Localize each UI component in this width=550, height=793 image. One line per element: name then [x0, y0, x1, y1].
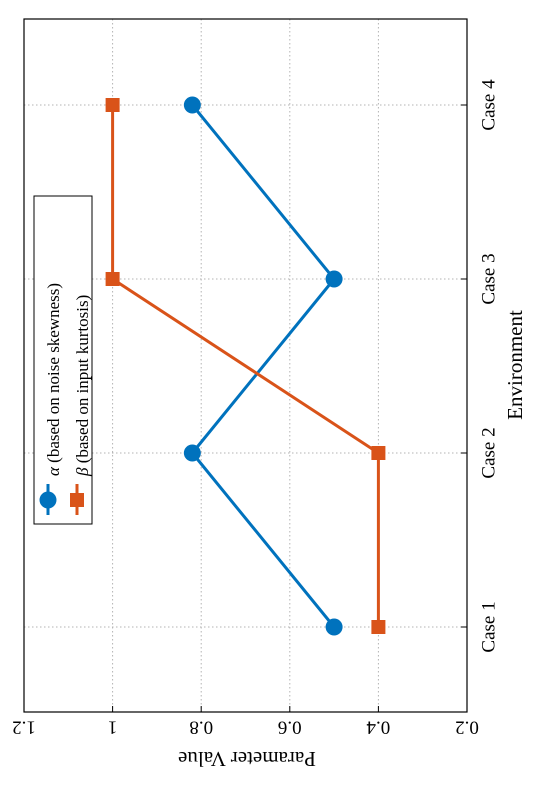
data-point-circle — [325, 618, 343, 636]
data-point-circle — [183, 444, 201, 462]
legend-box — [33, 195, 93, 525]
category-tick-label: Case 4 — [478, 79, 499, 131]
value-tick-label: 0.4 — [366, 717, 390, 738]
ticks: 0.2 0.4 0.6 0.8 1 1.2 Case 1 Case 2 Case 3 Case 4 — [12, 79, 499, 738]
data-point-square — [371, 620, 386, 634]
legend-marker-alpha — [39, 491, 57, 509]
x-axis-title: Environment — [503, 310, 527, 420]
legend-label-alpha: α (based on noise skewness) — [44, 283, 63, 476]
series-line-0 — [190, 104, 336, 628]
value-tick-label: 0.8 — [189, 717, 213, 738]
category-tick-label: Case 2 — [478, 427, 499, 478]
legend-label-beta: β (based on input kurtosis) — [73, 295, 92, 477]
value-tick-label: 1 — [108, 717, 118, 738]
category-tick-label: Case 3 — [478, 253, 499, 304]
data-point-square — [105, 98, 120, 112]
legend-marker-beta — [70, 493, 84, 507]
value-tick-label: 0.6 — [278, 717, 302, 738]
y-axis-title: Parameter Value — [178, 747, 316, 771]
plot-frame — [23, 18, 468, 713]
data-point-circle — [325, 270, 343, 288]
category-tick-label: Case 1 — [478, 601, 499, 652]
data-point-circle — [183, 96, 201, 114]
data-point-square — [105, 272, 120, 286]
series — [105, 96, 386, 636]
legend: α (based on noise skewness) β (based on … — [33, 195, 93, 525]
value-tick-label: 1.2 — [12, 717, 36, 738]
series-line-1 — [111, 105, 380, 627]
value-tick-label: 0.2 — [455, 717, 479, 738]
data-point-square — [371, 446, 386, 460]
